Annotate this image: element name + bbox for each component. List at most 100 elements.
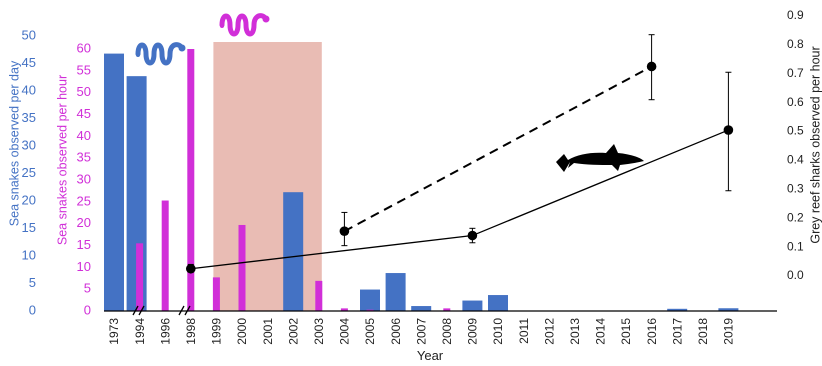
y-tick-per-hour: 15 bbox=[77, 237, 91, 252]
x-tick-label: 2001 bbox=[261, 318, 275, 345]
y-tick-sharks: 0.1 bbox=[787, 239, 804, 253]
axis-break-1973-1994-stroke bbox=[138, 305, 145, 316]
y-tick-per-hour: 10 bbox=[77, 259, 91, 274]
y-tick-per-day: 35 bbox=[22, 110, 36, 125]
y-tick-sharks: 0.9 bbox=[787, 8, 804, 22]
y-tick-per-hour: 45 bbox=[77, 106, 91, 121]
y-tick-per-hour: 50 bbox=[77, 84, 91, 99]
sea-snake-icon-magenta-body bbox=[219, 13, 269, 37]
shark-point-2009 bbox=[467, 230, 478, 241]
sea-snake-icon-magenta-head bbox=[262, 15, 270, 23]
x-tick-label: 2019 bbox=[722, 318, 736, 345]
y-tick-sharks: 0.3 bbox=[787, 181, 804, 195]
sea-snake-icon-magenta-tail bbox=[220, 24, 224, 28]
x-tick-label: 2015 bbox=[619, 318, 633, 345]
shark-point-2016 bbox=[646, 61, 657, 72]
y-tick-per-day: 10 bbox=[22, 247, 36, 262]
shark-icon-body bbox=[556, 144, 644, 172]
bar-per-day-2002 bbox=[283, 192, 304, 311]
y-axis-title-sharks: Grey reef sharks observed per hour bbox=[808, 46, 822, 243]
sea-snake-icon-magenta bbox=[219, 13, 270, 37]
y-axis-title-per-day: Sea snakes observed per day bbox=[7, 60, 21, 226]
x-tick-label: 1996 bbox=[158, 318, 172, 345]
sea-snake-icon-blue-head bbox=[178, 44, 186, 52]
y-tick-per-day: 15 bbox=[22, 220, 36, 235]
x-tick-label: 2011 bbox=[517, 318, 531, 344]
bar-per-day-2017 bbox=[667, 308, 688, 311]
y-tick-per-day: 50 bbox=[22, 27, 36, 42]
x-tick-label: 2013 bbox=[568, 318, 582, 345]
x-tick-label: 2007 bbox=[414, 318, 428, 345]
shark-line-dashed bbox=[343, 65, 653, 233]
x-tick-label: 2004 bbox=[338, 318, 352, 345]
y-tick-per-hour: 60 bbox=[77, 40, 91, 55]
bar-per-hour-2000 bbox=[238, 224, 246, 311]
y-tick-sharks: 0.4 bbox=[787, 153, 804, 167]
x-tick-label: 2005 bbox=[363, 318, 377, 345]
y-tick-per-day: 20 bbox=[22, 192, 36, 207]
x-tick-label: 2008 bbox=[440, 318, 454, 345]
bar-per-hour-2005 bbox=[366, 309, 374, 311]
x-tick-label: 2006 bbox=[389, 318, 403, 345]
x-tick-label: 2016 bbox=[645, 318, 659, 345]
sea-snake-icon-blue bbox=[135, 42, 186, 66]
y-tick-sharks: 0.0 bbox=[787, 268, 804, 282]
x-tick-label: 2012 bbox=[542, 318, 556, 345]
axis-break-1994-1996-stroke bbox=[178, 305, 185, 316]
y-tick-per-hour: 25 bbox=[77, 193, 91, 208]
bar-per-hour-2003 bbox=[315, 280, 323, 311]
x-axis-title: Year bbox=[417, 348, 444, 363]
y-tick-per-hour: 35 bbox=[77, 150, 91, 165]
sea-snake-icon-blue-body bbox=[135, 42, 185, 66]
x-tick-label: 2009 bbox=[466, 318, 480, 345]
bar-per-day-2019 bbox=[718, 308, 739, 311]
sea-snake-icon-blue-tail bbox=[136, 53, 140, 57]
y-tick-per-hour: 0 bbox=[84, 302, 91, 317]
y-tick-per-day: 0 bbox=[29, 302, 36, 317]
axis-break-1973-1994 bbox=[132, 305, 145, 316]
y-tick-per-hour: 5 bbox=[84, 281, 91, 296]
bar-per-hour-2004 bbox=[340, 308, 348, 311]
y-tick-per-day: 40 bbox=[22, 82, 36, 97]
y-tick-sharks: 0.6 bbox=[787, 95, 804, 109]
bar-per-day-2010 bbox=[488, 295, 508, 311]
x-tick-label: 2010 bbox=[491, 318, 505, 345]
x-tick-label: 2003 bbox=[312, 318, 326, 345]
y-axis-title-per-hour: Sea snakes observed per hour bbox=[55, 75, 69, 245]
shark-point-2019 bbox=[723, 125, 734, 135]
x-tick-label: 2017 bbox=[670, 318, 684, 345]
x-tick-label: 2000 bbox=[235, 318, 249, 345]
y-tick-sharks: 0.2 bbox=[787, 210, 804, 224]
y-tick-per-hour: 30 bbox=[77, 171, 91, 186]
x-tick-label: 2014 bbox=[594, 318, 608, 345]
y-tick-per-hour: 40 bbox=[77, 128, 91, 143]
bar-per-day-2005 bbox=[360, 289, 380, 311]
x-tick-label: 1998 bbox=[184, 318, 198, 345]
bar-per-day-1973 bbox=[104, 53, 124, 311]
axis-break-1994-1996-stroke bbox=[184, 305, 191, 316]
y-tick-per-hour: 20 bbox=[77, 215, 91, 230]
axis-break-1994-1996 bbox=[178, 305, 191, 316]
x-tick-label: 2018 bbox=[696, 318, 710, 345]
bar-per-hour-1998 bbox=[187, 49, 195, 311]
y-tick-per-day: 5 bbox=[29, 275, 36, 290]
y-tick-sharks: 0.8 bbox=[787, 37, 804, 51]
y-tick-per-day: 25 bbox=[22, 165, 36, 180]
bar-per-day-2007 bbox=[411, 306, 432, 311]
x-tick-label: 1999 bbox=[210, 318, 224, 345]
shark-icon bbox=[556, 144, 644, 172]
y-tick-per-day: 30 bbox=[22, 137, 36, 152]
y-tick-sharks: 0.7 bbox=[787, 66, 804, 80]
bar-per-day-2006 bbox=[385, 273, 406, 311]
y-tick-sharks: 0.5 bbox=[787, 124, 804, 138]
axis-break-1973-1994-stroke bbox=[132, 305, 139, 316]
x-tick-label: 1973 bbox=[107, 318, 121, 345]
y-tick-per-day: 45 bbox=[22, 55, 36, 70]
shark-point-2004 bbox=[339, 226, 350, 237]
bar-per-hour-1996 bbox=[161, 200, 169, 311]
bar-per-hour-2008 bbox=[443, 308, 451, 311]
shaded-period bbox=[213, 42, 322, 311]
y-tick-per-hour: 55 bbox=[77, 62, 91, 77]
bar-per-day-2009 bbox=[462, 300, 483, 311]
